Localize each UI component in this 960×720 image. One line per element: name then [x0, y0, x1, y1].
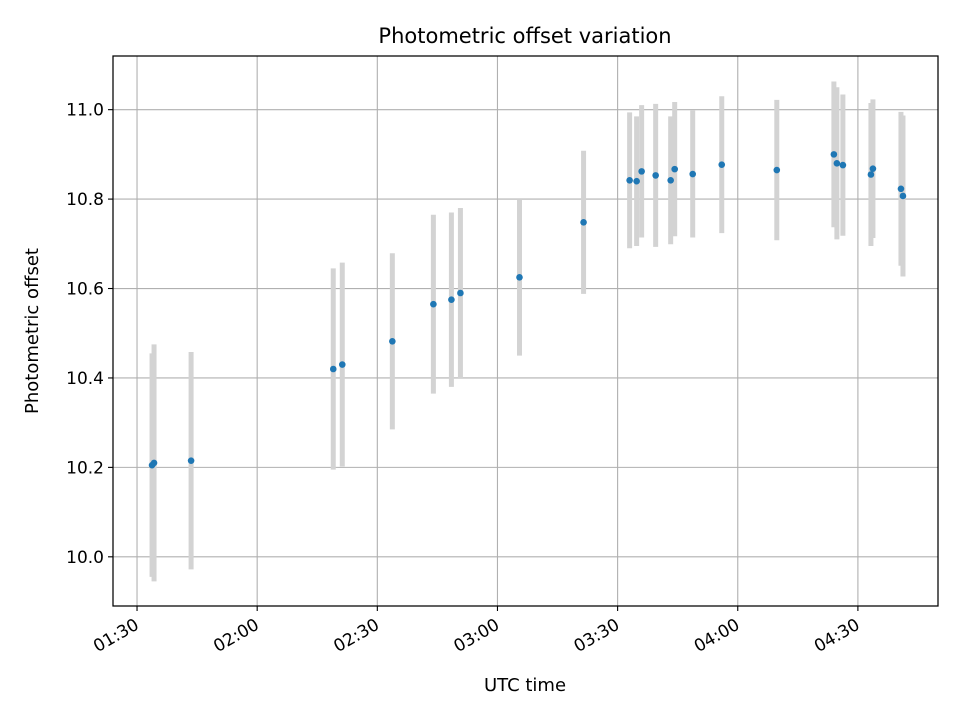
data-point	[151, 460, 158, 467]
y-tick-label: 10.6	[66, 280, 104, 300]
data-point	[652, 172, 659, 179]
data-point	[774, 167, 781, 174]
data-point	[580, 219, 587, 226]
data-point	[868, 171, 875, 178]
y-tick-label: 10.0	[66, 548, 104, 568]
data-point	[516, 274, 523, 281]
data-point	[667, 177, 674, 184]
data-point	[718, 161, 725, 168]
data-point	[188, 457, 195, 464]
y-tick-label: 11.0	[66, 101, 104, 121]
data-point	[671, 166, 678, 173]
y-axis-label: Photometric offset	[22, 248, 43, 414]
y-tick-label: 10.8	[66, 190, 104, 210]
chart-title: Photometric offset variation	[378, 24, 671, 48]
data-point	[840, 162, 847, 169]
data-point	[898, 186, 905, 193]
y-tick-label: 10.4	[66, 369, 104, 389]
data-point	[638, 168, 645, 175]
data-point	[389, 338, 396, 345]
data-point	[834, 160, 841, 167]
data-point	[457, 290, 464, 297]
data-point	[689, 171, 696, 178]
data-point	[430, 301, 437, 308]
data-point	[339, 361, 346, 368]
data-point	[626, 177, 633, 184]
data-point	[330, 366, 337, 373]
x-axis-label: UTC time	[484, 675, 566, 696]
data-point	[633, 178, 640, 185]
data-point	[900, 193, 907, 200]
data-point	[831, 151, 838, 158]
data-point	[870, 165, 877, 172]
y-tick-label: 10.2	[66, 458, 104, 478]
data-point	[448, 296, 455, 303]
